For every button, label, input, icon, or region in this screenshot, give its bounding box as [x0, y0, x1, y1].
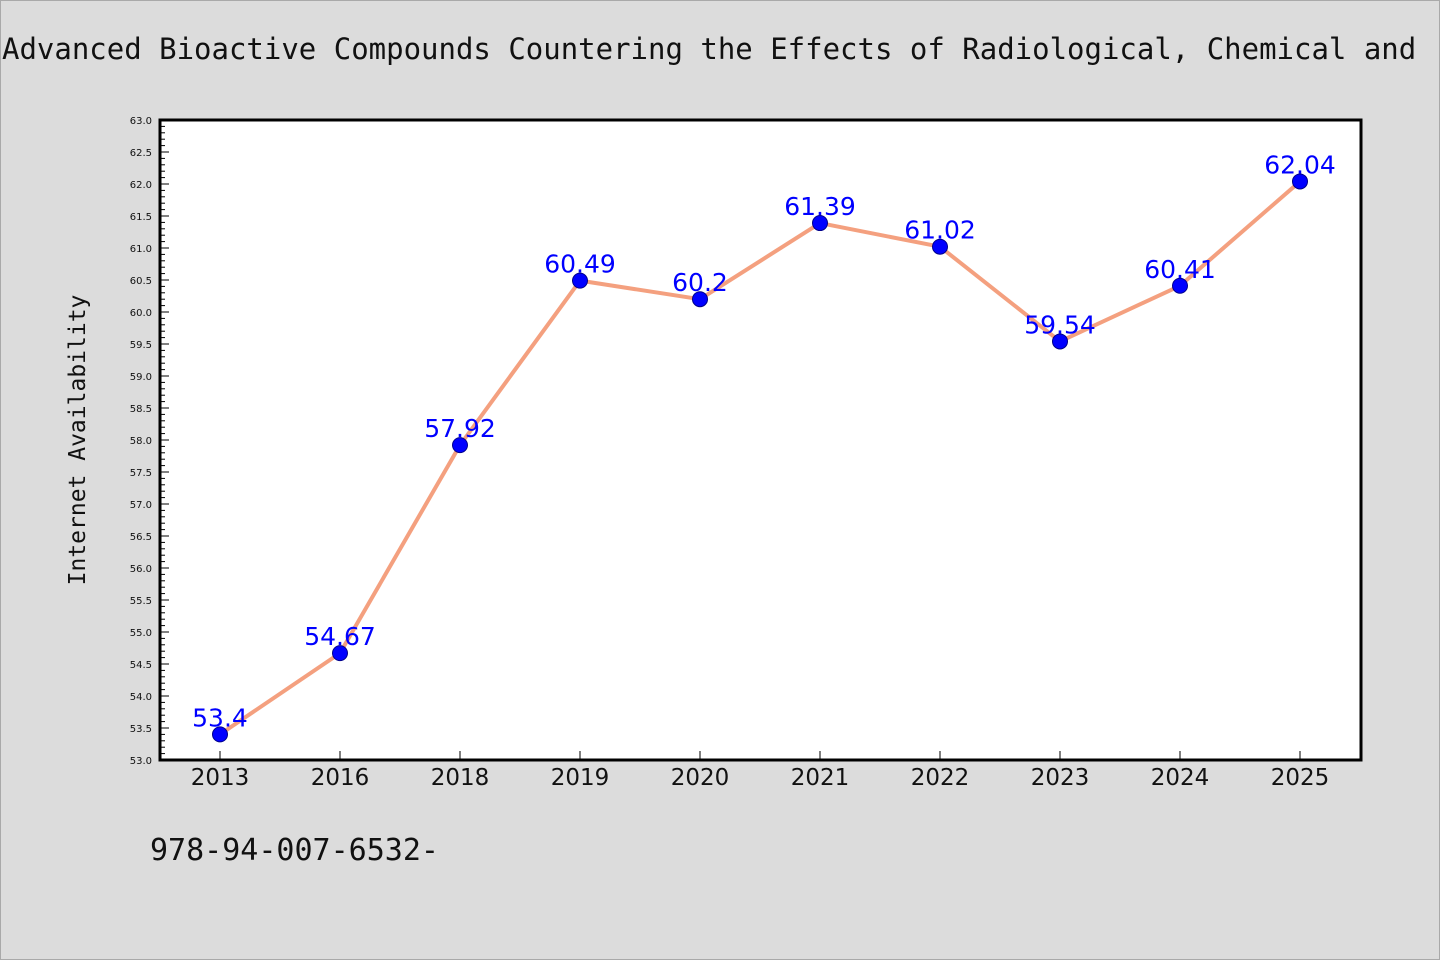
data-point: [1052, 333, 1068, 350]
data-point: [1292, 173, 1308, 190]
data-point: [692, 291, 708, 308]
y-tick-label: 58.0: [130, 436, 152, 447]
y-tick-label: 54.0: [130, 692, 152, 703]
series-line: [218, 179, 1302, 737]
y-axis: 53.0 53.5 54.0 54.5 55.0 55.5 56.0 56.5 57.0 57.5…: [130, 116, 169, 767]
data-label: 59.54: [1024, 310, 1096, 339]
data-label: 61.02: [904, 216, 976, 245]
data-label: 61.39: [784, 192, 856, 221]
chart-title: Advanced Bioactive Compounds Countering …: [2, 32, 1417, 66]
y-tick-label: 53.5: [130, 724, 152, 735]
y-tick-label: 61.5: [130, 212, 152, 223]
y-tick-label: 62.0: [130, 180, 152, 191]
x-tick-label: 2016: [311, 765, 370, 791]
x-tick-label: 2019: [551, 765, 610, 791]
y-tick-label: 54.5: [130, 660, 152, 671]
x-tick-label: 2023: [1031, 765, 1090, 791]
data-label: 60.2: [672, 268, 728, 297]
y-tick-label: 59.0: [130, 372, 152, 383]
y-tick-label: 58.5: [130, 404, 152, 415]
data-point: [1172, 277, 1188, 294]
y-tick-label: 61.0: [130, 244, 152, 255]
y-tick-label: 62.5: [130, 148, 152, 159]
x-tick-label: 2021: [791, 765, 850, 791]
x-tick-label: 2020: [671, 765, 730, 791]
x-axis: 2013 2016 2018 2019 2020 2021 2022 2023 2024 2025: [191, 751, 1330, 791]
y-tick-label: 53.0: [130, 756, 152, 767]
y-tick-label: 55.5: [130, 596, 152, 607]
x-tick-label: 2025: [1271, 765, 1330, 791]
data-label: 62.04: [1264, 150, 1336, 179]
x-tick-label: 2022: [911, 765, 970, 791]
y-tick-label: 57.5: [130, 468, 152, 479]
x-tick-label: 2013: [191, 765, 250, 791]
y-tick-label: 60.0: [130, 308, 152, 319]
y-axis-label: Internet Availability: [65, 295, 91, 586]
data-label: 57.92: [424, 414, 496, 443]
footer-isbn: 978-94-007-6532-: [150, 833, 439, 868]
data-label: 54.67: [304, 622, 376, 651]
data-point: [332, 645, 348, 662]
data-point: [572, 272, 588, 289]
y-tick-label: 56.0: [130, 564, 152, 575]
y-tick-label: 59.5: [130, 340, 152, 351]
plot-area: [158, 118, 1363, 762]
y-tick-label: 63.0: [130, 116, 152, 127]
data-label: 53.4: [192, 703, 248, 732]
y-tick-label: 56.5: [130, 532, 152, 543]
data-point: [932, 238, 948, 255]
y-tick-label: 55.0: [130, 628, 152, 639]
data-point: [452, 437, 468, 454]
data-point: [212, 726, 228, 743]
y-tick-label: 60.5: [130, 276, 152, 287]
data-label: 60.41: [1144, 255, 1216, 284]
data-label: 60.49: [544, 250, 616, 279]
data-point: [812, 215, 828, 232]
x-tick-label: 2024: [1151, 765, 1210, 791]
x-tick-label: 2018: [431, 765, 490, 791]
y-tick-label: 57.0: [130, 500, 152, 511]
series-group: 53.4 54.67 57.92 60.49 60.2 61.39 61.02 59.54 60…: [192, 150, 1336, 743]
